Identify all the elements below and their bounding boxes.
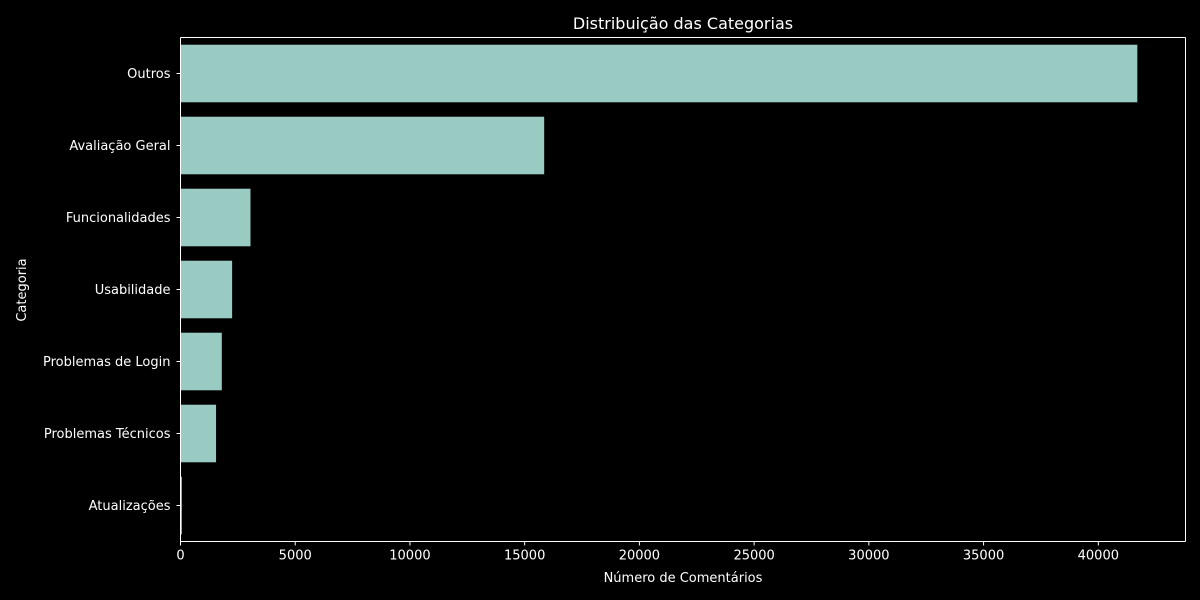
- x-tick-label: 35000: [963, 549, 1004, 564]
- y-ticks-group: Outros Avaliação Geral Funcionalidades Usab…: [43, 67, 181, 514]
- bar-avaliacao-geral: [180, 116, 545, 175]
- x-ticks-group: 0 5000 10000 15000 20000 25000 30000 35000 40000: [176, 541, 1119, 564]
- x-tick-label: 20000: [619, 549, 660, 564]
- y-axis-label: Categoria: [15, 258, 30, 321]
- y-tick-label: Avaliação Geral: [69, 139, 170, 154]
- bar-usabilidade: [180, 260, 233, 319]
- x-tick-label: 15000: [504, 549, 545, 564]
- y-tick-label: Funcionalidades: [66, 211, 171, 226]
- bars-group: [180, 44, 1138, 535]
- y-tick-label: Usabilidade: [95, 283, 171, 298]
- x-tick-label: 25000: [733, 549, 774, 564]
- x-tick-label: 0: [176, 549, 184, 564]
- x-tick-label: 5000: [279, 549, 312, 564]
- chart-title: Distribuição das Categorias: [573, 14, 793, 33]
- bar-outros: [180, 44, 1138, 103]
- y-tick-label: Atualizações: [89, 499, 171, 514]
- bar-funcionalidades: [180, 188, 251, 247]
- x-tick-label: 10000: [389, 549, 430, 564]
- x-axis-label: Número de Comentários: [604, 571, 763, 586]
- y-tick-label: Problemas de Login: [43, 355, 170, 370]
- y-tick-label: Outros: [127, 67, 171, 82]
- y-tick-label: Problemas Técnicos: [44, 427, 171, 442]
- bar-problemas-tecnicos: [180, 404, 217, 463]
- x-tick-label: 30000: [848, 549, 889, 564]
- bar-atualizacoes: [180, 476, 182, 535]
- x-tick-label: 40000: [1078, 549, 1119, 564]
- bar-problemas-de-login: [180, 332, 222, 391]
